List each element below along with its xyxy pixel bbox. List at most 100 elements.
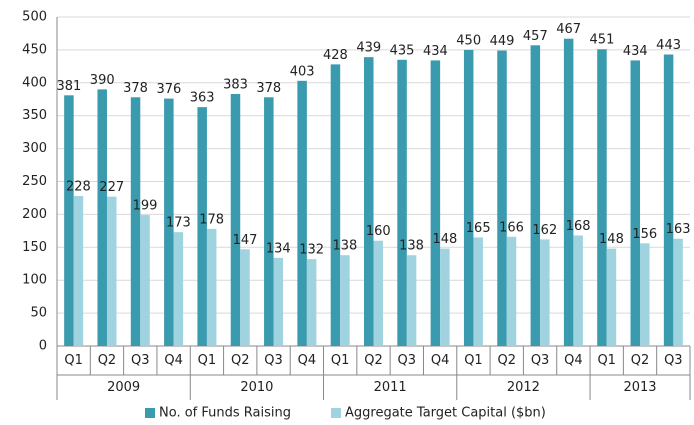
data-label: 457 — [523, 29, 548, 44]
data-label: 165 — [466, 221, 491, 236]
y-tick-label: 400 — [22, 75, 47, 90]
x-tick-label: Q4 — [164, 353, 183, 368]
x-tick-label: Q1 — [464, 353, 483, 368]
x-tick-label: Q2 — [98, 353, 117, 368]
data-label: 449 — [490, 34, 515, 49]
data-label: 435 — [390, 43, 415, 58]
bar — [606, 248, 617, 346]
data-label: 147 — [233, 233, 258, 248]
data-label: 199 — [133, 199, 158, 214]
bar — [197, 107, 207, 347]
bar — [330, 64, 341, 346]
bar — [264, 97, 274, 346]
x-tick-label: Q1 — [331, 353, 350, 368]
data-label: 378 — [123, 81, 148, 96]
bar — [563, 38, 574, 347]
data-label: 148 — [432, 232, 457, 247]
data-label: 162 — [532, 223, 557, 238]
bar — [473, 237, 483, 346]
bar — [297, 80, 307, 347]
bar — [340, 255, 350, 346]
bar — [673, 238, 683, 346]
bar — [206, 228, 217, 346]
bar — [240, 249, 250, 346]
x-tick-label: Q2 — [364, 353, 383, 368]
y-tick-label: 50 — [30, 306, 47, 321]
group-label: 2010 — [240, 380, 273, 395]
bar — [497, 50, 507, 347]
bar — [364, 57, 374, 346]
x-tick-label: Q2 — [498, 353, 517, 368]
bar — [164, 98, 174, 346]
y-tick-label: 450 — [22, 42, 47, 57]
bar — [140, 215, 150, 346]
x-tick-label: Q3 — [531, 353, 550, 368]
data-label: 378 — [256, 81, 281, 96]
x-tick-label: Q1 — [64, 353, 83, 368]
bar — [540, 239, 550, 346]
data-label: 439 — [356, 41, 381, 56]
data-label: 227 — [99, 180, 124, 195]
data-label: 434 — [423, 44, 448, 59]
y-tick-label: 350 — [22, 108, 47, 123]
x-tick-label: Q3 — [664, 353, 683, 368]
bar — [273, 257, 284, 346]
x-tick-label: Q3 — [398, 353, 417, 368]
bar — [506, 236, 517, 346]
x-tick-label: Q4 — [431, 353, 450, 368]
bar — [573, 235, 583, 346]
x-tick-label: Q3 — [131, 353, 150, 368]
data-label: 383 — [223, 77, 248, 92]
data-label: 156 — [632, 227, 657, 242]
bar — [373, 240, 383, 346]
bar — [397, 59, 407, 347]
x-tick-label: Q1 — [198, 353, 217, 368]
data-label: 428 — [323, 48, 348, 63]
data-label: 403 — [290, 64, 315, 79]
bar — [230, 93, 241, 347]
data-label: 376 — [156, 82, 181, 97]
x-tick-label: Q2 — [631, 353, 650, 368]
data-label: 138 — [399, 239, 424, 254]
legend-swatch — [331, 408, 341, 418]
data-label: 443 — [656, 38, 681, 53]
y-tick-label: 300 — [22, 141, 47, 156]
group-label: 2012 — [507, 380, 540, 395]
x-tick-label: Q2 — [231, 353, 250, 368]
data-label: 381 — [56, 79, 81, 94]
bar — [597, 49, 607, 346]
data-label: 132 — [299, 243, 324, 258]
bar — [106, 196, 117, 346]
legend-label: No. of Funds Raising — [159, 406, 291, 421]
data-label: 148 — [599, 232, 624, 247]
bar — [663, 54, 674, 346]
legend-swatch — [145, 408, 155, 418]
y-tick-label: 0 — [39, 339, 47, 354]
group-label: 2011 — [374, 380, 407, 395]
data-label: 363 — [190, 91, 215, 106]
data-label: 168 — [566, 219, 591, 234]
group-label: 2009 — [107, 380, 140, 395]
bar — [406, 255, 417, 346]
bar — [440, 248, 450, 346]
data-label: 451 — [590, 33, 615, 48]
y-tick-label: 100 — [22, 273, 47, 288]
bar — [530, 45, 541, 346]
bar — [306, 259, 317, 346]
bar — [173, 232, 184, 346]
bar — [640, 243, 650, 346]
bar — [130, 97, 141, 346]
y-tick-label: 200 — [22, 207, 47, 222]
data-label: 178 — [199, 212, 224, 227]
data-label: 450 — [456, 33, 481, 48]
bar — [73, 195, 84, 346]
y-tick-label: 250 — [22, 174, 47, 189]
legend-label: Aggregate Target Capital ($bn) — [345, 406, 546, 421]
bar — [463, 49, 474, 347]
data-label: 228 — [66, 179, 91, 194]
data-label: 163 — [666, 222, 691, 237]
bar — [430, 60, 441, 346]
group-label: 2013 — [623, 380, 656, 395]
